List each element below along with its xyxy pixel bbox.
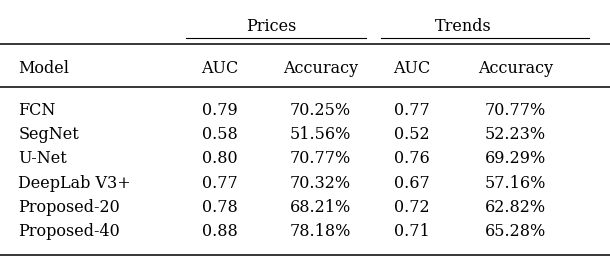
Text: 57.16%: 57.16% [485,174,546,192]
Text: 0.78: 0.78 [202,199,237,216]
Text: 0.58: 0.58 [202,126,237,143]
Text: 0.88: 0.88 [202,223,237,240]
Text: 70.77%: 70.77% [290,150,351,167]
Text: 70.32%: 70.32% [290,174,351,192]
Text: U-Net: U-Net [18,150,67,167]
Text: 0.72: 0.72 [394,199,429,216]
Text: 52.23%: 52.23% [485,126,546,143]
Text: 69.29%: 69.29% [485,150,546,167]
Text: 0.77: 0.77 [394,102,429,119]
Text: Proposed-40: Proposed-40 [18,223,120,240]
Text: AUC: AUC [201,60,239,77]
Text: 70.25%: 70.25% [290,102,351,119]
Text: SegNet: SegNet [18,126,79,143]
Text: 51.56%: 51.56% [290,126,351,143]
Text: AUC: AUC [393,60,431,77]
Text: FCN: FCN [18,102,56,119]
Text: 62.82%: 62.82% [485,199,546,216]
Text: Model: Model [18,60,70,77]
Text: Prices: Prices [246,18,296,35]
Text: 0.52: 0.52 [394,126,429,143]
Text: 0.80: 0.80 [202,150,237,167]
Text: 0.71: 0.71 [394,223,429,240]
Text: Proposed-20: Proposed-20 [18,199,120,216]
Text: DeepLab V3+: DeepLab V3+ [18,174,131,192]
Text: 78.18%: 78.18% [290,223,351,240]
Text: Accuracy: Accuracy [282,60,358,77]
Text: 65.28%: 65.28% [485,223,546,240]
Text: 70.77%: 70.77% [485,102,546,119]
Text: 0.76: 0.76 [394,150,429,167]
Text: 0.79: 0.79 [202,102,237,119]
Text: Accuracy: Accuracy [478,60,553,77]
Text: 0.67: 0.67 [394,174,429,192]
Text: 0.77: 0.77 [202,174,237,192]
Text: Trends: Trends [435,18,492,35]
Text: 68.21%: 68.21% [290,199,351,216]
